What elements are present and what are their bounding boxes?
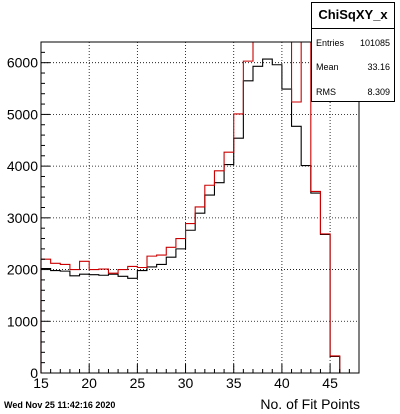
y-tick-label: 4000 [7,158,38,174]
y-tick-label: 0 [30,365,38,381]
stats-box: ChiSqXY_x Entries 101085 Mean 33.16 RMS … [311,2,395,102]
axis-ticks: 15 20 25 30 35 40 45 0 1000 2000 3000 4000 5000 6000 [7,51,350,391]
y-tick-label: 3000 [7,210,38,226]
stats-label: Mean [316,62,339,72]
y-tick-label: 2000 [7,262,38,278]
histogram-line-1 [40,41,350,374]
y-tick-label: 1000 [7,313,38,329]
x-axis-label: No. of Fit Points [260,396,360,412]
stats-value: 8.309 [367,87,390,97]
stats-row-rms: RMS 8.309 [316,85,390,99]
x-tick-label: 30 [178,375,194,391]
grid-lines [41,42,359,373]
histogram-series [40,41,350,374]
stats-row-entries: Entries 101085 [316,36,390,50]
stats-row-mean: Mean 33.16 [316,60,390,74]
x-tick-label: 40 [274,375,290,391]
x-tick-label: 15 [33,375,49,391]
timestamp: Wed Nov 25 11:42:16 2020 [4,400,116,410]
stats-value: 33.16 [367,62,390,72]
x-tick-label: 20 [81,375,97,391]
y-tick-label: 6000 [7,55,38,71]
x-tick-label: 35 [226,375,242,391]
stats-title: ChiSqXY_x [312,3,394,29]
stats-label: RMS [316,87,336,97]
stats-value: 101085 [359,38,390,48]
x-tick-label: 25 [130,375,146,391]
x-tick-label: 45 [322,375,338,391]
y-tick-label: 5000 [7,106,38,122]
stats-label: Entries [316,38,345,48]
histogram-line-0 [40,58,350,374]
